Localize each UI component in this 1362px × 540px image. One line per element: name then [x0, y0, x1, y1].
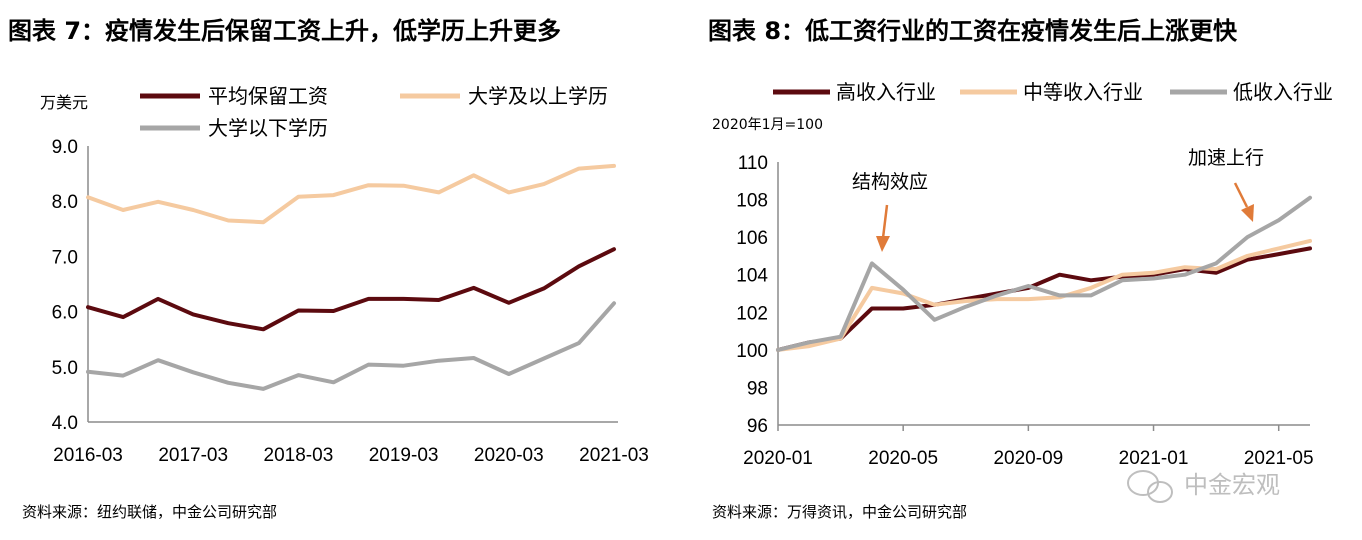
- left-y-tick-label: 5.0: [52, 358, 78, 379]
- left-y-tick-label: 4.0: [52, 413, 78, 434]
- annotation-acceleration-arrow: [1233, 182, 1249, 208]
- left-legend-label-1: 大学及以上学历: [468, 84, 608, 108]
- annotation-acceleration-label: 加速上行: [1188, 147, 1264, 169]
- left-series-lines: [86, 163, 616, 391]
- left-chart: 图表 7：疫情发生后保留工资上升，低学历上升更多 万美元 平均保留工资 大学及以…: [8, 17, 649, 521]
- left-x-tick-label: 2019-03: [369, 445, 439, 466]
- right-source-note: 资料来源：万得资讯，中金公司研究部: [712, 503, 967, 521]
- right-series-line-0: [776, 246, 1312, 352]
- right-series-lines: [776, 195, 1312, 352]
- right-x-tick-label: 2020-09: [993, 448, 1063, 469]
- right-x-tick-label: 2021-01: [1119, 448, 1189, 469]
- right-series-line-1: [776, 238, 1312, 352]
- wechat-icon-bubble: [1147, 481, 1173, 503]
- right-y-tick-label: 98: [747, 378, 768, 399]
- annotation-structural-effect: 结构效应: [852, 171, 928, 252]
- right-y-tick-label: 96: [747, 416, 768, 437]
- right-index-note: 2020年1月=100: [712, 117, 823, 133]
- right-y-tick-labels: 96 98 100 102 104 106 108 110: [736, 153, 768, 437]
- right-chart: 图表 8：低工资行业的工资在疫情发生后上涨更快 高收入行业 中等收入行业 低收入…: [708, 17, 1333, 521]
- left-y-tick-label: 6.0: [52, 303, 78, 324]
- right-series-line-2: [776, 195, 1312, 352]
- right-legend-label-1: 中等收入行业: [1023, 80, 1143, 104]
- annotation-structural-effect-label: 结构效应: [852, 171, 928, 193]
- right-legend: 高收入行业 中等收入行业 低收入行业: [773, 80, 1333, 104]
- annotation-structural-effect-arrow: [881, 204, 889, 239]
- left-x-tick-labels: 2016-03 2017-03 2018-03 2019-03 2020-03 2021-…: [53, 445, 649, 466]
- left-x-tick-label: 2017-03: [158, 445, 228, 466]
- left-y-tick-label: 8.0: [52, 192, 78, 213]
- left-series-line-1: [86, 163, 616, 225]
- right-y-tick-label: 106: [736, 228, 768, 249]
- left-x-tick-label: 2021-03: [579, 445, 649, 466]
- left-y-unit: 万美元: [40, 93, 88, 112]
- right-x-tick-label: 2020-05: [868, 448, 938, 469]
- left-x-tick-label: 2018-03: [264, 445, 334, 466]
- annotation-acceleration: 加速上行: [1188, 147, 1264, 222]
- left-y-tick-labels: 4.0 5.0 6.0 7.0 8.0 9.0: [52, 137, 78, 434]
- left-source-note: 资料来源：纽约联储，中金公司研究部: [22, 503, 277, 521]
- right-x-tick-label: 2020-01: [743, 448, 813, 469]
- right-x-tick-labels: 2020-01 2020-05 2020-09 2021-01 2021-05: [743, 425, 1314, 469]
- left-legend-label-0: 平均保留工资: [208, 84, 328, 108]
- right-y-tick-label: 102: [736, 303, 768, 324]
- left-y-tick-label: 7.0: [52, 247, 78, 268]
- left-series-line-2: [86, 301, 616, 391]
- right-y-tick-label: 108: [736, 191, 768, 212]
- left-legend-label-2: 大学以下学历: [208, 116, 328, 140]
- right-x-tick-label: 2021-05: [1244, 448, 1314, 469]
- left-y-tick-label: 9.0: [52, 137, 78, 158]
- left-x-tick-label: 2016-03: [53, 445, 123, 466]
- watermark-text: 中金宏观: [1184, 471, 1280, 499]
- right-y-tick-label: 104: [736, 266, 768, 287]
- right-y-tick-label: 110: [738, 153, 768, 174]
- right-legend-label-2: 低收入行业: [1233, 80, 1333, 104]
- right-y-tick-label: 100: [736, 341, 768, 362]
- arrow-head-icon: [876, 236, 890, 252]
- left-x-tick-label: 2020-03: [474, 445, 544, 466]
- arrow-head-icon: [1241, 204, 1254, 222]
- left-series-line-0: [86, 247, 616, 332]
- left-chart-title: 图表 7：疫情发生后保留工资上升，低学历上升更多: [8, 17, 561, 45]
- right-chart-title: 图表 8：低工资行业的工资在疫情发生后上涨更快: [708, 17, 1238, 45]
- watermark: 中金宏观: [1127, 470, 1280, 503]
- left-legend: 平均保留工资 大学及以上学历 大学以下学历: [140, 84, 608, 140]
- right-legend-label-0: 高收入行业: [836, 80, 936, 104]
